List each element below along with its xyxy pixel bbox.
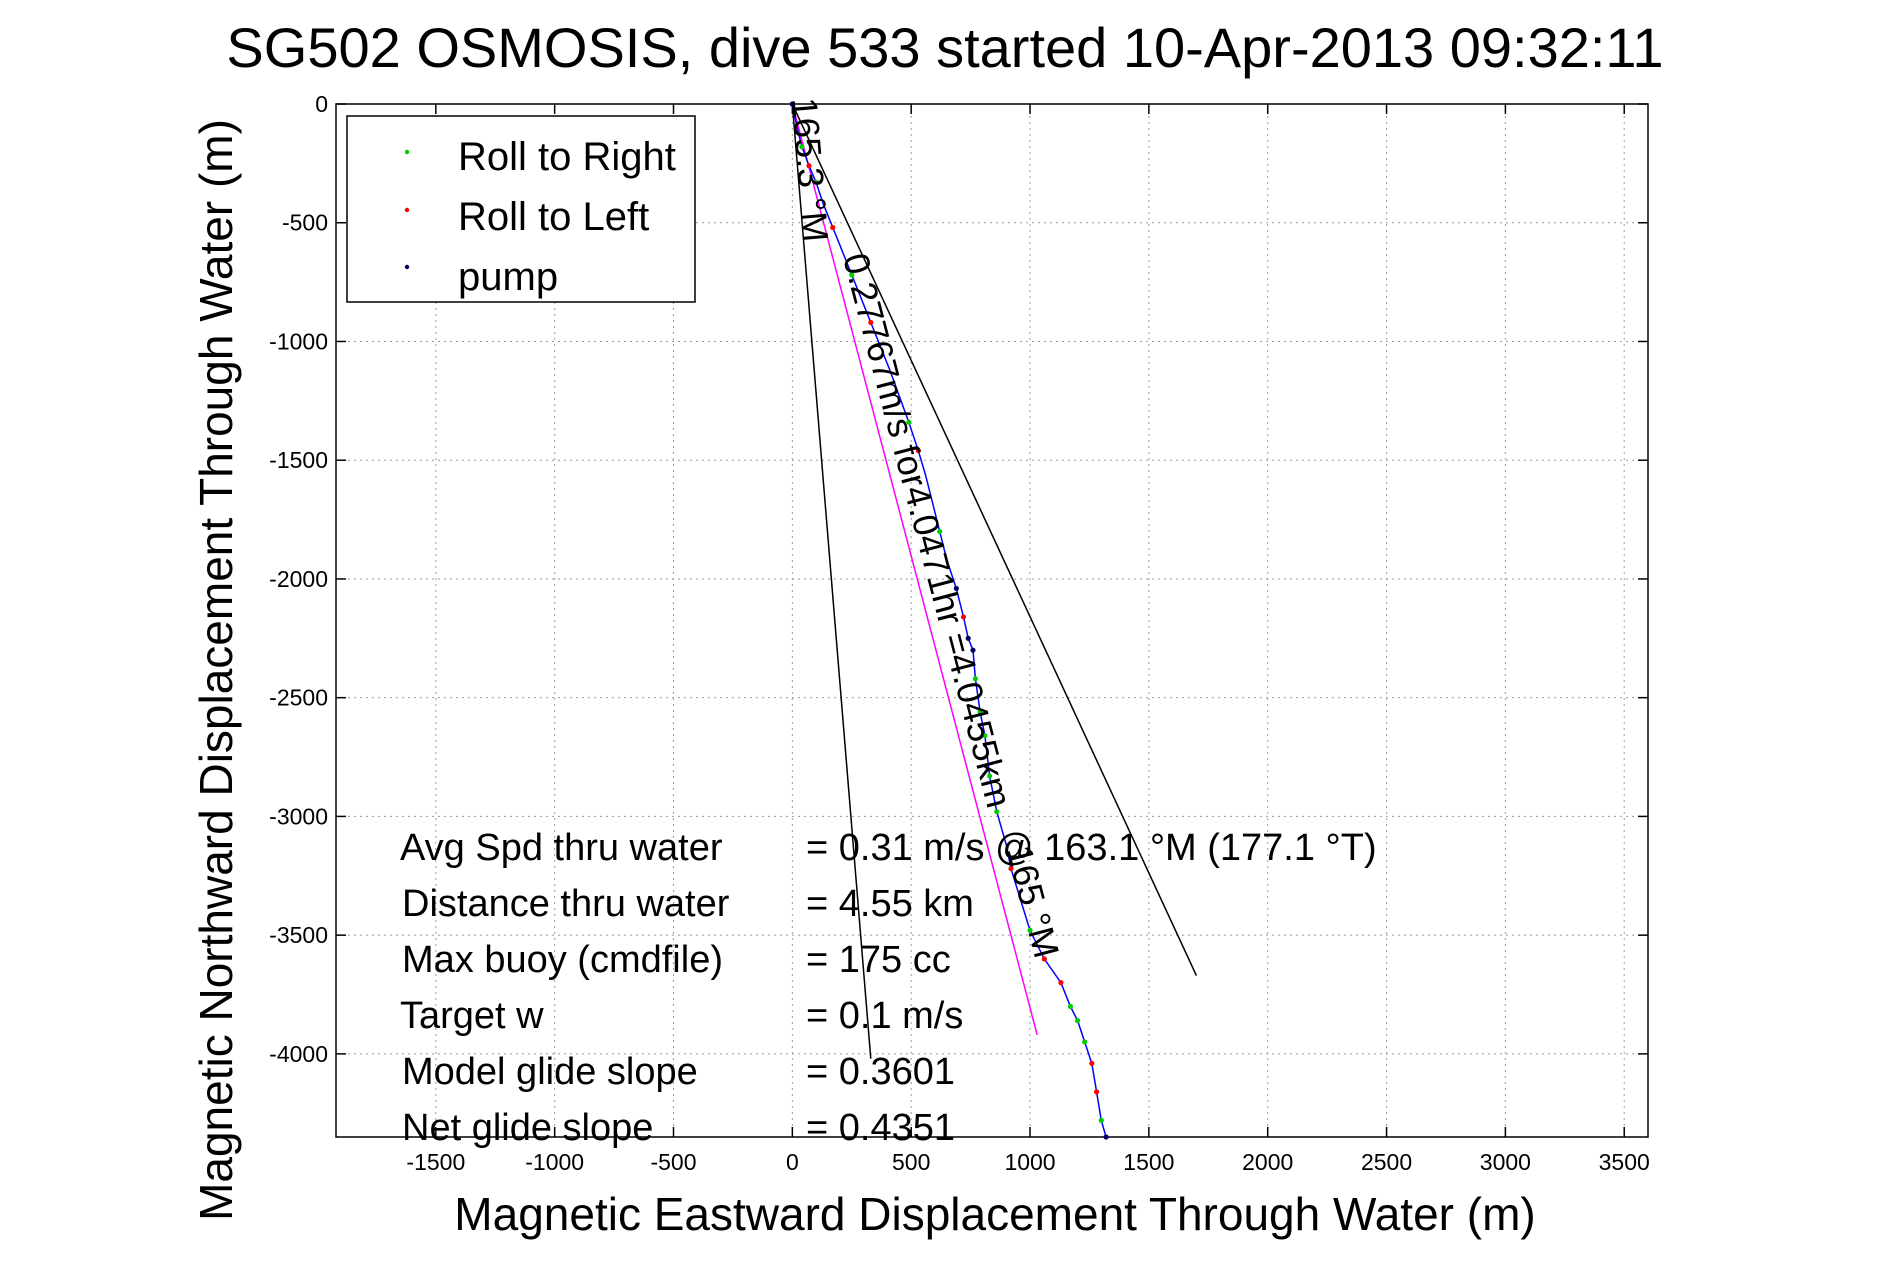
legend-marker-roll-left <box>404 207 410 213</box>
heading-line <box>791 103 872 1059</box>
y-tick-label: -1000 <box>269 328 328 354</box>
y-tick-label: -2500 <box>269 685 328 711</box>
stat-value-avg-speed: = 0.31 m/s @ 163.1 °M (177.1 °T) <box>806 827 1377 869</box>
roll-right-point <box>972 676 978 682</box>
x-tick-label: 0 <box>786 1149 799 1175</box>
roll-right-point <box>849 272 855 278</box>
pump-point <box>789 101 795 107</box>
pump-point <box>953 585 959 592</box>
pump-point <box>965 635 971 641</box>
y-axis-label: Magnetic Northward Displacement Through … <box>190 119 242 1221</box>
stat-value-distance: = 4.55 km <box>806 883 974 925</box>
plot-frame <box>335 103 1649 1138</box>
roll-left-point <box>806 163 812 169</box>
x-tick-label: 3500 <box>1599 1149 1650 1175</box>
roll-right-point <box>1082 1039 1088 1045</box>
stat-label-net-glide-slope: Net glide slope <box>402 1107 653 1149</box>
legend-label-roll-left: Roll to Left <box>458 195 649 239</box>
roll-left-point <box>1008 866 1014 872</box>
y-tick-label: -500 <box>282 210 328 236</box>
pump-point <box>1103 1134 1109 1140</box>
direct-course-line <box>791 103 1038 1036</box>
legend: Roll to Right Roll to Left pump <box>346 115 696 303</box>
roll-right-point <box>813 179 819 185</box>
y-tick-label: -4000 <box>269 1041 328 1067</box>
roll-right-point <box>1074 1018 1081 1024</box>
legend-marker-pump <box>404 264 410 270</box>
x-tick-label: 500 <box>892 1149 930 1175</box>
stat-value-max-buoy: = 175 cc <box>806 939 951 981</box>
pump-point <box>970 647 976 653</box>
x-tick-label: -1500 <box>406 1149 465 1175</box>
track-points <box>789 101 1109 1140</box>
roll-right-point <box>1067 1003 1074 1009</box>
legend-label-roll-right: Roll to Right <box>458 135 676 179</box>
roll-right-point <box>982 733 988 739</box>
roll-right-point <box>1027 927 1033 934</box>
dive-stats: Avg Spd thru water = 0.31 m/s @ 163.1 °M… <box>400 827 1377 1149</box>
x-tick-label: 1500 <box>1123 1149 1174 1175</box>
stat-label-avg-speed: Avg Spd thru water <box>400 827 723 869</box>
roll-left-point <box>830 224 836 231</box>
y-tick-label: -1500 <box>269 447 328 473</box>
legend-marker-roll-right <box>404 149 410 155</box>
roll-left-point <box>960 614 967 620</box>
stat-label-target-w: Target w <box>400 995 544 1037</box>
stat-value-net-glide-slope: = 0.4351 <box>806 1107 955 1149</box>
stat-label-model-glide-slope: Model glide slope <box>402 1051 698 1093</box>
roll-right-point <box>799 144 805 150</box>
legend-box <box>346 115 696 303</box>
x-tick-label: 3000 <box>1480 1149 1531 1175</box>
x-tick-label: -1000 <box>525 1149 584 1175</box>
grid <box>336 103 1648 1137</box>
legend-label-pump: pump <box>458 255 558 299</box>
x-tick-label: -500 <box>650 1149 696 1175</box>
chart-title: SG502 OSMOSIS, dive 533 started 10-Apr-2… <box>226 16 1663 79</box>
stat-value-model-glide-slope: = 0.3601 <box>806 1051 955 1093</box>
stat-label-max-buoy: Max buoy (cmdfile) <box>402 939 723 981</box>
track <box>791 103 1107 1138</box>
roll-left-point <box>1041 956 1047 962</box>
roll-right-point <box>937 528 943 535</box>
y-tick-label: -3500 <box>269 922 328 948</box>
heading-line <box>791 103 1198 976</box>
stat-value-target-w: = 0.1 m/s <box>806 995 963 1037</box>
stat-label-distance: Distance thru water <box>402 883 730 925</box>
roll-right-point <box>994 809 1000 815</box>
roll-right-point <box>977 709 983 715</box>
roll-left-point <box>1058 980 1064 986</box>
x-tick-label: 1000 <box>1004 1149 1055 1175</box>
y-tick-label: 0 <box>315 91 328 117</box>
x-tick-label: 2000 <box>1242 1149 1293 1175</box>
roll-left-point <box>1089 1060 1095 1066</box>
y-tick-label: -3000 <box>269 803 328 829</box>
x-tick-label: 2500 <box>1361 1149 1412 1175</box>
reference-lines <box>791 103 1198 1059</box>
roll-left-point <box>915 448 921 454</box>
roll-right-point <box>987 773 993 779</box>
roll-right-point <box>906 419 912 425</box>
roll-right-point <box>1098 1117 1104 1123</box>
x-axis-label: Magnetic Eastward Displacement Through W… <box>454 1188 1535 1240</box>
roll-left-point <box>868 319 874 326</box>
track-line <box>791 103 1107 1138</box>
axis-ticks: -1500 -1000 -500 0 500 1000 1500 2000 2500 3000 35… <box>269 91 1650 1175</box>
roll-left-point <box>1093 1089 1100 1095</box>
y-tick-label: -2000 <box>269 566 328 592</box>
